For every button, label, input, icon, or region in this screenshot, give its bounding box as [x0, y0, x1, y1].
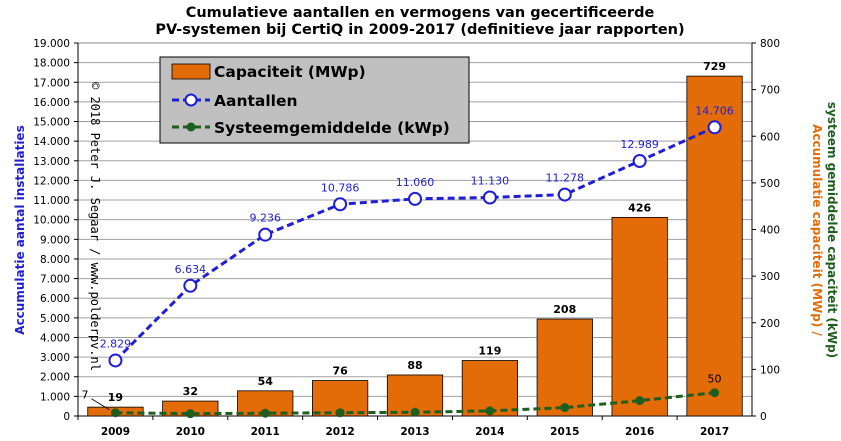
x-tick-label: 2013	[400, 426, 429, 438]
capacity-bar-label: 426	[628, 201, 651, 214]
average-label-leader	[91, 398, 110, 411]
right-tick-label: 600	[760, 131, 780, 143]
legend-label-capacity: Capaciteit (MWp)	[214, 63, 366, 81]
average-point	[485, 406, 495, 416]
legend-bar-swatch	[171, 63, 211, 80]
legend: Capaciteit (MWp) Aantallen Systeemgemidd…	[159, 56, 470, 144]
x-tick-label: 2010	[176, 426, 205, 438]
capacity-bar-label: 208	[553, 303, 576, 316]
average-point	[710, 388, 720, 398]
capacity-bar-label: 32	[183, 385, 198, 398]
count-label: 6.634	[175, 263, 207, 276]
left-tick-label: 16.000	[33, 97, 70, 109]
count-point	[333, 197, 348, 212]
legend-label-average: Systeemgemiddelde (kWp)	[214, 119, 450, 137]
count-label: 12.989	[620, 138, 659, 151]
right-tick-label: 100	[760, 364, 780, 376]
count-point	[482, 190, 497, 205]
left-tick-label: 5.000	[40, 313, 70, 325]
count-label: 10.786	[321, 181, 360, 194]
right-tick-label: 0	[760, 411, 767, 423]
count-point	[707, 120, 722, 135]
average-label: 7	[81, 389, 88, 402]
right-tick-label: 800	[760, 38, 780, 50]
average-point	[185, 409, 195, 419]
series-lines	[108, 120, 722, 419]
left-tick-label: 6.000	[40, 293, 70, 305]
capacity-bar-label: 729	[703, 60, 726, 73]
left-tick-label: 8.000	[40, 254, 70, 266]
axes: 0 1.000 2.000 3.000 4.000 5.000 6.000 7.000 8.00…	[33, 38, 780, 438]
average-point	[410, 407, 420, 417]
data-labels: 19 32 54 76 88 119 208 426 729 7 50 2.829 6.634 9.236…	[81, 60, 734, 411]
capacity-bar-label: 76	[332, 365, 348, 378]
left-tick-label: 14.000	[33, 136, 70, 148]
copyright-watermark: © 2018 Peter J. Segaar / www.polderpv.nl	[88, 82, 102, 371]
right-tick-label: 500	[760, 178, 780, 190]
count-point	[557, 187, 572, 202]
count-label: 2.829	[100, 337, 132, 350]
capacity-bar-label: 19	[108, 391, 123, 404]
left-tick-label: 0	[63, 411, 70, 423]
left-tick-label: 3.000	[40, 352, 70, 364]
y-axis-label-left: Accumulatie aantal installaties	[13, 125, 27, 334]
x-tick-label: 2012	[325, 426, 354, 438]
left-tick-label: 12.000	[33, 175, 70, 187]
capacity-bar	[611, 216, 668, 417]
count-label: 14.706	[695, 104, 734, 117]
count-point	[258, 227, 273, 242]
left-tick-label: 2.000	[40, 372, 70, 384]
right-tick-label: 400	[760, 225, 780, 237]
left-tick-label: 19.000	[33, 38, 70, 50]
legend-box	[159, 56, 470, 144]
count-point	[108, 353, 123, 368]
chart-title-line-1: Cumulatieve aantallen en vermogens van g…	[186, 5, 655, 21]
average-point	[110, 408, 120, 418]
capacity-bar-label: 54	[258, 375, 274, 388]
left-tick-label: 10.000	[33, 215, 70, 227]
average-label: 50	[708, 373, 722, 386]
count-point	[632, 154, 647, 169]
x-tick-label: 2017	[700, 426, 729, 438]
x-tick-label: 2011	[251, 426, 280, 438]
count-label: 11.130	[471, 175, 510, 188]
capacity-bar-label: 119	[478, 345, 501, 358]
right-tick-label: 700	[760, 85, 780, 97]
left-tick-label: 13.000	[33, 156, 70, 168]
count-label: 11.060	[396, 176, 435, 189]
legend-average-marker	[186, 122, 196, 132]
x-tick-label: 2015	[550, 426, 579, 438]
capacity-bar-label: 88	[407, 359, 422, 372]
left-tick-label: 4.000	[40, 332, 70, 344]
chart-title-line-2: PV-systemen bij CertiQ in 2009-2017 (def…	[155, 22, 684, 38]
count-point	[408, 191, 422, 206]
left-tick-label: 15.000	[33, 117, 70, 129]
capacity-bar	[536, 318, 593, 417]
legend-count-marker	[184, 93, 198, 107]
x-tick-label: 2014	[475, 426, 504, 438]
left-tick-label: 17.000	[33, 77, 70, 89]
left-tick-label: 18.000	[33, 58, 70, 70]
legend-label-count: Aantallen	[214, 92, 298, 110]
average-point	[260, 408, 270, 418]
count-point	[183, 278, 198, 293]
right-tick-label: 200	[760, 318, 780, 330]
left-tick-label: 11.000	[33, 195, 70, 207]
left-tick-label: 7.000	[40, 274, 70, 286]
left-tick-label: 9.000	[40, 234, 70, 246]
average-point	[635, 396, 645, 406]
average-point	[335, 408, 345, 418]
x-tick-label: 2009	[101, 426, 130, 438]
y-axis-label-right-capacity: Accumulatie capaciteit (MWp) /	[810, 124, 824, 336]
average-point	[560, 403, 570, 413]
y-axis-label-right-average: systeem gemiddelde capaciteit (kWp)	[825, 102, 839, 358]
left-tick-label: 1.000	[40, 391, 70, 403]
right-tick-label: 300	[760, 271, 780, 283]
count-label: 11.278	[546, 172, 585, 185]
count-label: 9.236	[249, 212, 281, 225]
x-tick-label: 2016	[625, 426, 654, 438]
